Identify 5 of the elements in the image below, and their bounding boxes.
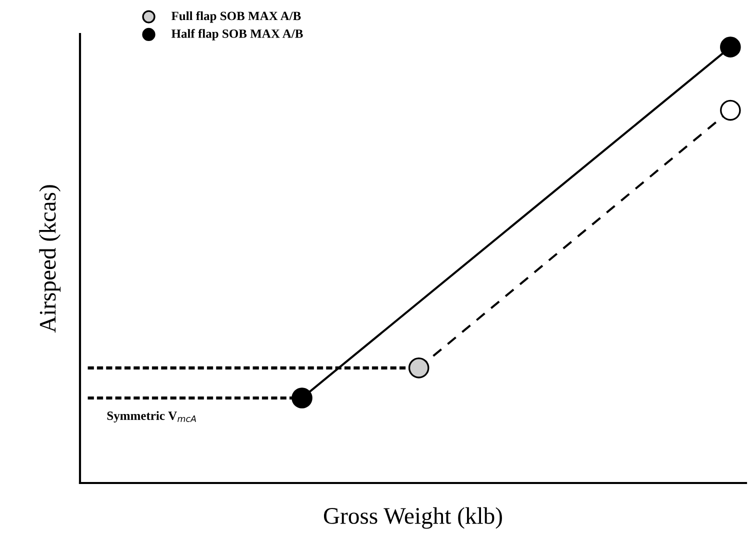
annotation: Symmetric V$_{mcA}$ xyxy=(107,411,196,423)
legend-label: Half flap SOB MAX A/B xyxy=(171,28,303,40)
y-axis-title: Airspeed (kcas) xyxy=(39,185,61,333)
x-axis-title: Gross Weight (klb) xyxy=(324,507,502,529)
legend-label: Full flap SOB MAX A/B xyxy=(171,11,301,23)
